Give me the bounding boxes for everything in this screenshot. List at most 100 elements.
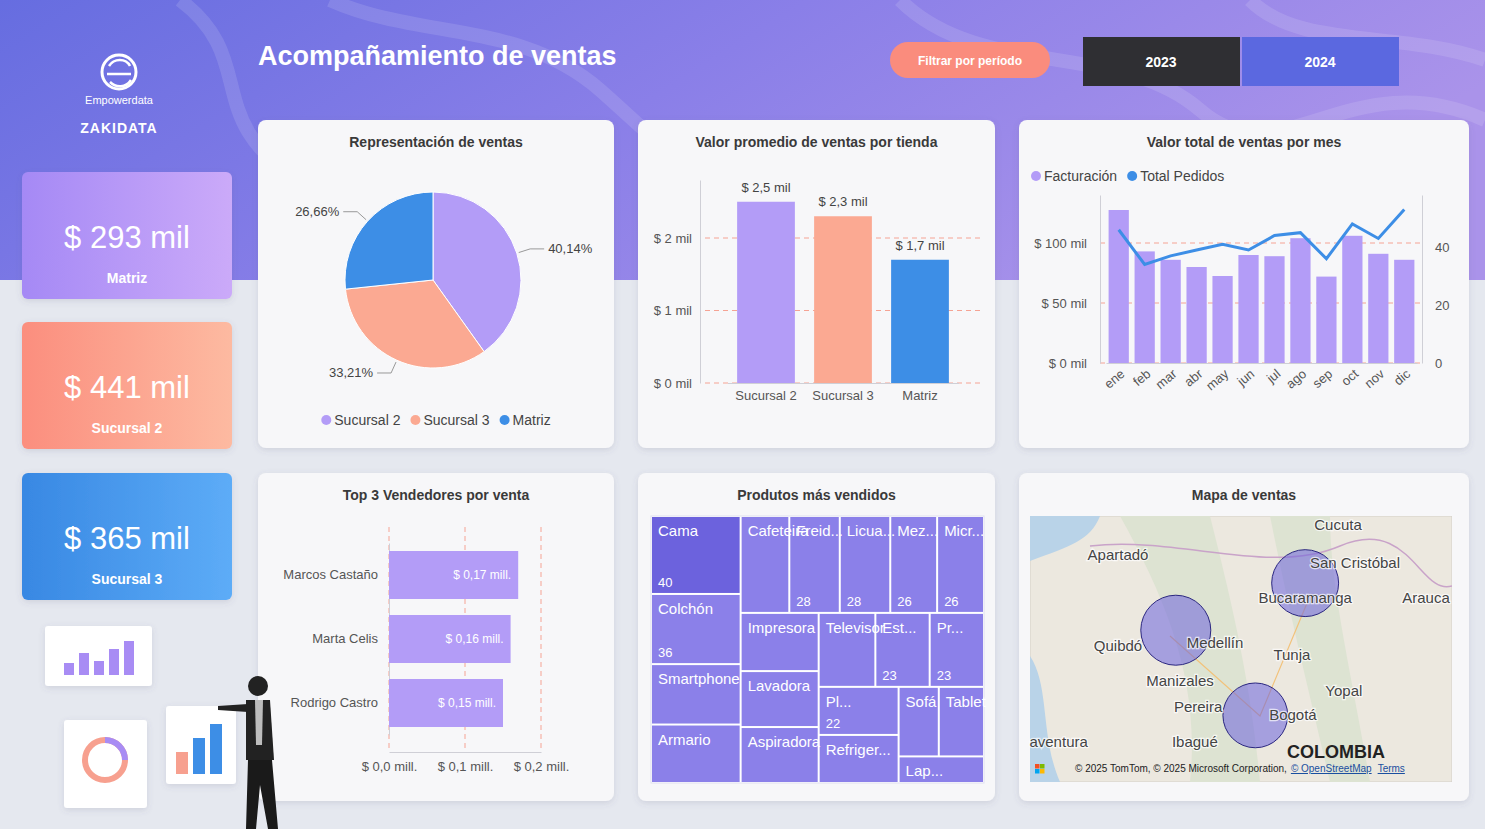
data-label: $ 2,3 mil — [818, 194, 867, 209]
axis-line — [390, 752, 542, 753]
treemap-cell — [820, 688, 898, 734]
year-button[interactable]: 2023 — [1083, 37, 1240, 86]
button-label[interactable]: 2023 — [1145, 54, 1176, 70]
decor-bar — [124, 641, 134, 675]
tick-label: feb — [1130, 366, 1153, 389]
person-body — [246, 700, 274, 760]
legend-label: Matriz — [513, 412, 551, 428]
tick: $ 0,2 mill. — [514, 752, 570, 774]
data-label: 26 — [897, 594, 911, 609]
tick: $ 1 mil — [654, 303, 700, 318]
chart-map: Mapa de ventasCucutaApartadóSan Cristóba… — [1019, 473, 1469, 801]
kpi-bg — [22, 473, 232, 600]
tick: Sucursal 3 — [812, 383, 873, 403]
treemap-cell — [900, 688, 938, 756]
tick-label: $ 1 mil — [654, 303, 692, 318]
button-bg[interactable] — [1242, 37, 1399, 86]
place-label: aventura — [1029, 733, 1088, 750]
cell-label: Smartphone — [658, 670, 740, 687]
filter-button[interactable]: Filtrar por período — [890, 42, 1050, 78]
data-label: 36 — [658, 645, 672, 660]
decor-bar — [176, 752, 188, 774]
legend-swatch — [500, 415, 510, 425]
chart-title: Produtos más vendidos — [737, 487, 896, 503]
button-bg[interactable] — [1083, 37, 1240, 86]
logo-square — [1035, 769, 1040, 774]
place-label: Medellín — [1187, 634, 1244, 651]
bar — [389, 615, 511, 663]
bar — [1368, 254, 1388, 363]
cell-label: Lavadora — [748, 677, 811, 694]
cell-label: Tablet — [946, 693, 987, 710]
tick: $ 50 mil — [1041, 296, 1100, 311]
tick: mar — [1153, 363, 1180, 392]
data-label: 23 — [882, 668, 896, 683]
legend: Facturación Total Pedidos — [1031, 168, 1224, 184]
page: EmpowerdataZAKIDATAAcompañamiento de ven… — [0, 0, 1485, 829]
kpi-value: $ 365 mil — [64, 521, 190, 556]
cell-label: Aspiradora — [748, 733, 821, 750]
data-label: 28 — [847, 594, 861, 609]
button-label[interactable]: 2024 — [1304, 54, 1335, 70]
cell-label: Televisor — [826, 619, 885, 636]
page-title: Acompañamiento de ventas — [258, 41, 617, 71]
decor-bar — [109, 649, 119, 675]
attribution-link[interactable]: © OpenStreetMap — [1291, 763, 1372, 774]
decor-icons — [45, 626, 236, 808]
data-label: 40,14% — [548, 241, 593, 256]
cell-label: Sofá — [906, 693, 938, 710]
tick-label: dic — [1391, 366, 1414, 388]
year-button[interactable]: 2024 — [1242, 37, 1399, 86]
terms-link[interactable]: Terms — [1378, 763, 1405, 774]
panel — [638, 120, 995, 448]
tick: Marcos Castaño — [283, 567, 389, 582]
cell-label: Micr... — [944, 522, 984, 539]
decor-bar — [94, 661, 104, 675]
tick-label: Sucursal 3 — [812, 388, 873, 403]
cell-label: Est... — [882, 619, 916, 636]
bars — [737, 202, 949, 383]
chart-bar: Valor promedio de ventas por tienda$ 0 m… — [638, 120, 995, 448]
bar — [1264, 256, 1284, 363]
bar — [1135, 251, 1155, 363]
country-label: COLOMBIA — [1287, 742, 1385, 762]
tick-label: Matriz — [902, 388, 937, 403]
decor-donut — [85, 740, 125, 780]
chart-title: Valor total de ventas por mes — [1147, 134, 1342, 150]
place-label: Manizales — [1146, 672, 1214, 689]
dashboard-canvas: EmpowerdataZAKIDATAAcompañamiento de ven… — [0, 0, 1485, 829]
decor-card — [45, 626, 152, 686]
tick-label: $ 0,2 mill. — [514, 759, 570, 774]
grid-line — [541, 527, 542, 750]
map-frame — [1030, 516, 1452, 782]
treemap-cell — [876, 614, 928, 686]
button-bg[interactable] — [890, 42, 1050, 78]
decor-bar — [64, 663, 74, 675]
tick-label: Sucursal 2 — [735, 388, 796, 403]
person-head — [248, 676, 268, 696]
data-label: 33,21% — [329, 365, 374, 380]
bar — [891, 260, 949, 383]
legend-label: Total Pedidos — [1140, 168, 1224, 184]
tick-label: 0 — [1435, 356, 1442, 371]
bar — [1186, 267, 1206, 363]
cell-label: Refriger... — [826, 741, 891, 758]
place-label: Bogotá — [1269, 706, 1317, 723]
button-label[interactable]: Filtrar por período — [918, 54, 1022, 68]
tick-label: mar — [1153, 366, 1180, 392]
background — [0, 0, 1485, 829]
bars — [389, 551, 518, 727]
tick: $ 100 mil — [1034, 236, 1100, 251]
decor-bar — [193, 738, 205, 774]
tick: Sucursal 2 — [735, 383, 796, 403]
tick-label: ago — [1283, 366, 1309, 391]
treemap-cells — [652, 517, 983, 782]
data-label: 23 — [937, 668, 951, 683]
data-label: 40 — [658, 575, 672, 590]
leader-line — [519, 249, 544, 253]
decor-bar — [79, 653, 89, 675]
legend-label: Facturación — [1044, 168, 1117, 184]
map-base — [1030, 516, 1452, 782]
treemap-cell — [652, 665, 740, 723]
tick-label: $ 0 mil — [1049, 356, 1087, 371]
